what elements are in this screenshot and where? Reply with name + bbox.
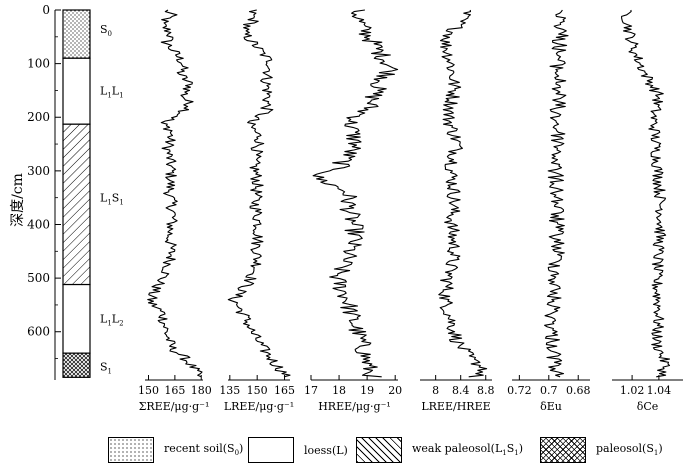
legend-item-recent-soil: recent soil(S0): [108, 436, 243, 464]
panel-tick-label-hree-3: 20: [388, 384, 402, 397]
depth-axis: 0 100 200 300 400 500 600: [27, 3, 61, 380]
column-layer-S0: [62, 9, 91, 59]
column-layer-L1S1: [62, 123, 91, 286]
depth-tick-label-1: 100: [27, 57, 50, 71]
panel-tick-label-hree-0: 17: [304, 384, 318, 397]
legend-swatch-recent-soil: [108, 437, 154, 463]
depth-tick-label-4: 400: [27, 217, 50, 231]
layer-label-S0: S0: [100, 23, 112, 38]
panel-xlabel-delta-ce: δCe: [637, 400, 659, 413]
panel-tick-label-hree-1: 18: [332, 384, 346, 397]
panel-tick-label-delta-ce-0: 1.02: [620, 384, 645, 397]
panel-tick-label-delta-eu-0: 0.72: [507, 384, 532, 397]
legend-item-loess: loess(L): [248, 436, 348, 464]
panel-tick-label-lree-hree-0: 8: [432, 384, 439, 397]
panel-xlabel-sum-ree: ΣREE/μg·g⁻¹: [139, 400, 210, 413]
profile-line-delta-eu: [544, 9, 569, 378]
panel-tick-label-lree-0: 135: [219, 384, 240, 397]
panel-tick-label-hree-2: 19: [360, 384, 374, 397]
panel-hree: 17 18 19 20 HREE/μg·g⁻¹: [304, 9, 402, 413]
panel-xlabel-hree: HREE/μg·g⁻¹: [318, 400, 391, 413]
legend-swatch-loess: [248, 437, 294, 463]
panel-tick-label-lree-1: 150: [247, 384, 268, 397]
panel-tick-label-delta-eu-1: 0.7: [540, 384, 558, 397]
legend-label-weak-paleosol: weak paleosol(L1S1): [412, 442, 524, 458]
layer-label-L1L1: L1L1: [100, 84, 124, 99]
layer-labels: S0 L1L1 L1S1 L1L2 S1: [100, 23, 124, 376]
panel-tick-label-lree-hree-2: 8.8: [477, 384, 495, 397]
panel-xlabel-delta-eu: δEu: [540, 400, 562, 413]
depth-tick-label-5: 500: [27, 271, 50, 285]
panel-lree-hree: 8 8.4 8.8 LREE/HREE: [420, 9, 495, 413]
panel-tick-label-delta-eu-2: 0.68: [566, 384, 591, 397]
panel-tick-label-delta-ce-1: 1.04: [647, 384, 672, 397]
legend-label-paleosol: paleosol(S1): [596, 442, 663, 458]
panel-tick-label-sum-ree-0: 150: [138, 384, 159, 397]
legend-swatch-paleosol: [540, 437, 586, 463]
stratigraphic-column: [62, 9, 91, 378]
column-layer-L1L2: [62, 283, 91, 354]
layer-label-L1L2: L1L2: [100, 312, 124, 327]
profile-line-hree: [312, 9, 399, 378]
legend-label-loess: loess(L): [304, 443, 348, 457]
panel-delta-ce: 1.02 1.04 δCe: [612, 9, 683, 413]
panel-lree: 135 150 165 LREE/μg·g⁻¹: [219, 9, 295, 413]
legend-label-recent-soil: recent soil(S0): [164, 442, 244, 458]
depth-tick-label-6: 600: [27, 325, 50, 339]
panel-delta-eu: 0.72 0.7 0.68 δEu: [507, 9, 591, 413]
legend-item-paleosol: paleosol(S1): [540, 436, 663, 464]
layer-label-L1S1: L1S1: [100, 192, 124, 207]
profile-panels: 150 165 180 ΣREE/μg·g⁻¹ 135 150 165 LREE/μg·g⁻¹…: [138, 9, 683, 413]
legend: recent soil(S0) loess(L) weak paleosol(L…: [0, 432, 700, 472]
profile-line-lree: [227, 9, 291, 378]
depth-tick-label-3: 300: [27, 164, 50, 178]
panel-xlabel-lree: LREE/μg·g⁻¹: [224, 400, 294, 413]
profile-line-delta-ce: [621, 9, 671, 378]
panel-xlabel-lree-hree: LREE/HREE: [421, 400, 490, 413]
profile-line-lree-hree: [438, 9, 488, 378]
profile-line-sum-ree: [147, 9, 203, 378]
column-layer-S1: [62, 352, 91, 378]
panel-tick-label-sum-ree-2: 180: [191, 384, 212, 397]
depth-tick-label-0: 0: [42, 3, 50, 17]
column-layer-L1L1: [62, 57, 91, 125]
panel-tick-label-lree-2: 165: [274, 384, 295, 397]
panel-tick-label-lree-hree-1: 8.4: [452, 384, 470, 397]
legend-swatch-weak-paleosol: [356, 437, 402, 463]
panel-tick-label-sum-ree-1: 165: [164, 384, 185, 397]
panel-sum-ree: 150 165 180 ΣREE/μg·g⁻¹: [138, 9, 212, 413]
layer-label-S1: S1: [100, 361, 112, 376]
depth-tick-label-2: 200: [27, 110, 50, 124]
depth-axis-title: 深度/cm: [10, 173, 26, 227]
legend-item-weak-paleosol: weak paleosol(L1S1): [356, 436, 523, 464]
